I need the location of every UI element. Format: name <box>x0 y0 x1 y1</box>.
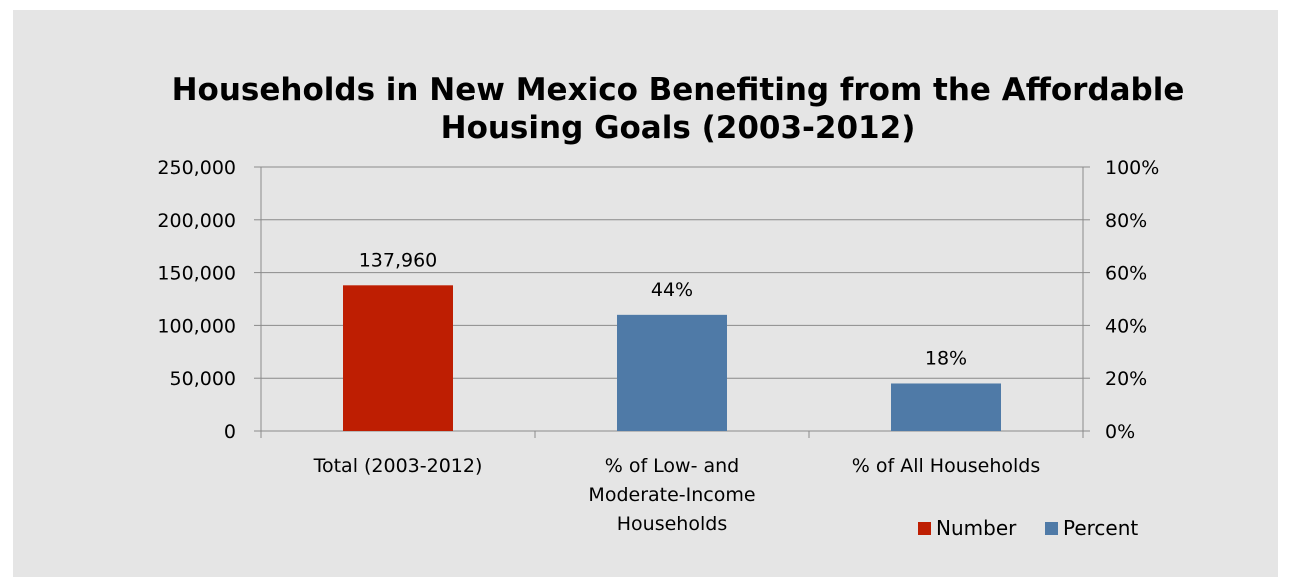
right-axis-tick-label: 40% <box>1105 315 1147 337</box>
legend-label: Percent <box>1063 516 1138 540</box>
bar-percent <box>891 383 1001 431</box>
category-label: % of Low- and <box>605 455 740 477</box>
left-axis-tick-label: 50,000 <box>170 368 236 390</box>
right-axis-tick-label: 100% <box>1105 157 1159 179</box>
left-axis-tick-label: 250,000 <box>157 157 236 179</box>
right-axis-tick-label: 20% <box>1105 368 1147 390</box>
category-label: Total (2003-2012) <box>313 455 483 477</box>
left-axis-tick-label: 150,000 <box>157 263 236 285</box>
category-label: Households <box>617 513 727 535</box>
legend-swatch-percent <box>1045 522 1058 535</box>
right-axis-tick-label: 80% <box>1105 210 1147 232</box>
chart-title-line: Households in New Mexico Benefiting from… <box>172 72 1185 108</box>
data-label: 18% <box>925 347 967 369</box>
right-axis-tick-label: 0% <box>1105 421 1135 443</box>
left-axis-tick-label: 100,000 <box>157 315 236 337</box>
category-label: Moderate-Income <box>588 484 755 506</box>
data-label: 44% <box>651 279 693 301</box>
chart-title-line: Housing Goals (2003-2012) <box>441 110 916 146</box>
right-axis-tick-label: 60% <box>1105 263 1147 285</box>
left-axis-tick-label: 0 <box>224 421 236 443</box>
legend-swatch-number <box>918 522 931 535</box>
category-label: % of All Households <box>852 455 1041 477</box>
bar-percent <box>617 314 727 431</box>
data-label: 137,960 <box>359 249 438 271</box>
bar-number <box>343 285 453 431</box>
legend-label: Number <box>936 516 1017 540</box>
left-axis-tick-label: 200,000 <box>157 210 236 232</box>
chart-background <box>13 10 1278 577</box>
